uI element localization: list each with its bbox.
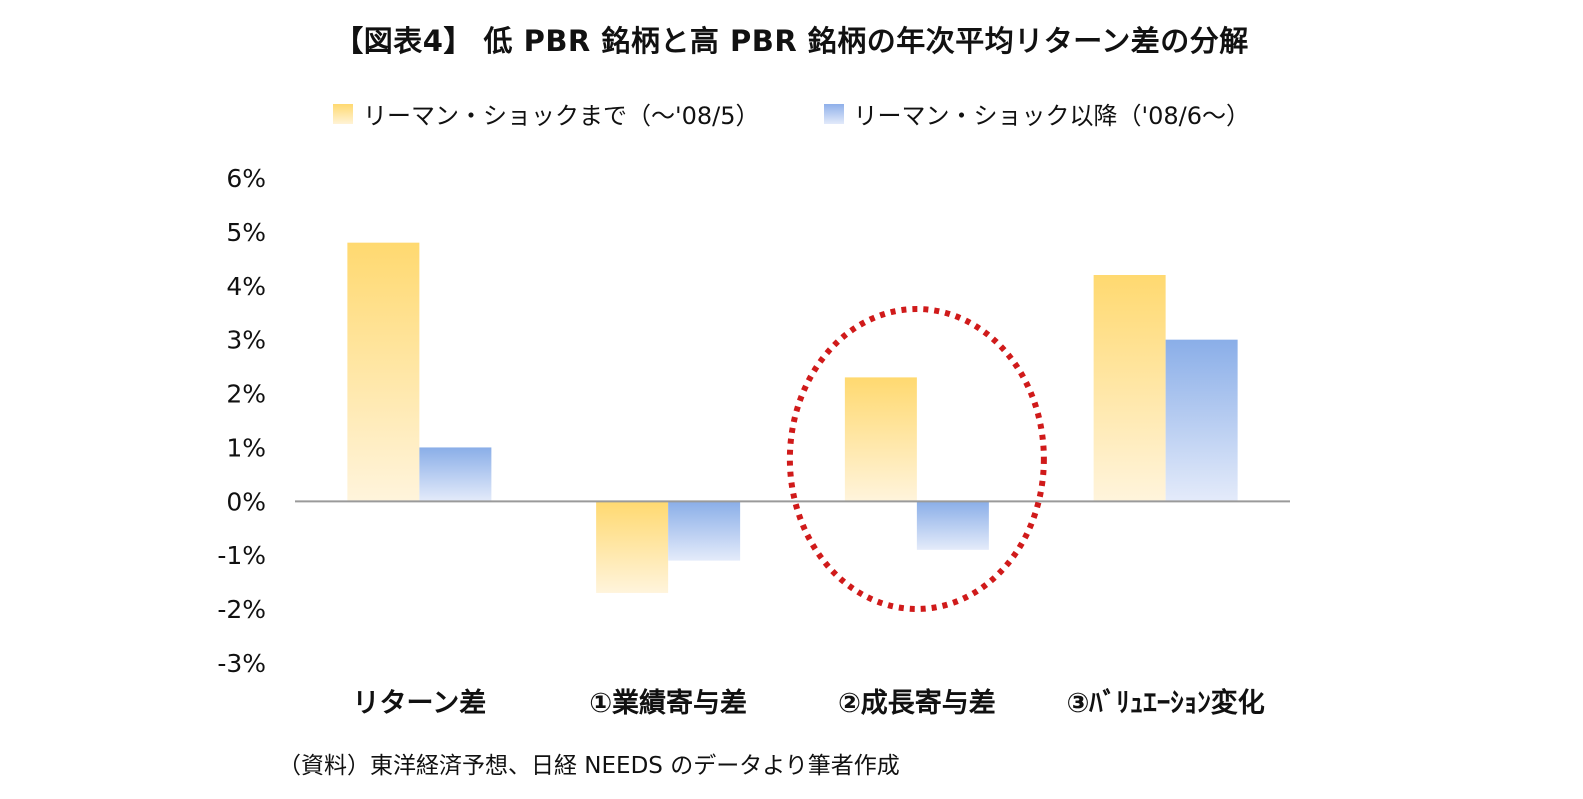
y-tick-label: -1% (217, 541, 266, 570)
y-tick-label: 6% (226, 164, 266, 193)
y-tick-label: 5% (226, 218, 266, 247)
bar-series-1-1 (596, 501, 669, 593)
bar-series-2-3 (1165, 339, 1238, 502)
bar-series-2-2 (916, 501, 989, 550)
y-tick-label: 3% (226, 326, 266, 355)
y-tick-label: 1% (226, 433, 266, 462)
bar-series-2-0 (419, 447, 492, 502)
y-tick-label: 2% (226, 380, 266, 409)
legend-swatch-series-1 (333, 103, 353, 124)
legend-label-series-1: リーマン・ショックまで（～'08/5） (363, 102, 760, 130)
legend: リーマン・ショックまで（～'08/5） リーマン・ショック以降（'08/6～） (0, 96, 1583, 131)
y-tick-label: 4% (226, 272, 266, 301)
highlight-dotted-ellipse (786, 306, 1047, 612)
legend-swatch-series-2 (823, 103, 844, 124)
x-tick-label: ③ﾊﾞﾘｭｴｰｼｮﾝ変化 (1066, 687, 1264, 719)
x-tick-label: ①業績寄与差 (589, 687, 747, 719)
bar-series-1-3 (1093, 275, 1166, 502)
x-tick-label: ②成長寄与差 (838, 687, 996, 719)
y-tick-label: -3% (217, 649, 266, 678)
chart-title: 【図表4】 低 PBR 銘柄と高 PBR 銘柄の年次平均リターン差の分解 (334, 24, 1249, 58)
legend-label-series-2: リーマン・ショック以降（'08/6～） (853, 102, 1251, 130)
y-tick-label: 0% (226, 487, 266, 516)
bar-series-1-2 (844, 377, 917, 502)
legend-item-series-1: リーマン・ショックまで（～'08/5） (333, 96, 760, 131)
bar-series-2-1 (668, 501, 741, 561)
x-tick-label: リターン差 (353, 687, 487, 719)
y-tick-label: -2% (217, 595, 266, 624)
bar-series-1-0 (347, 242, 420, 502)
legend-item-series-2: リーマン・ショック以降（'08/6～） (823, 96, 1251, 131)
source-note: （資料）東洋経済予想、日経 NEEDS のデータより筆者作成 (278, 753, 900, 779)
